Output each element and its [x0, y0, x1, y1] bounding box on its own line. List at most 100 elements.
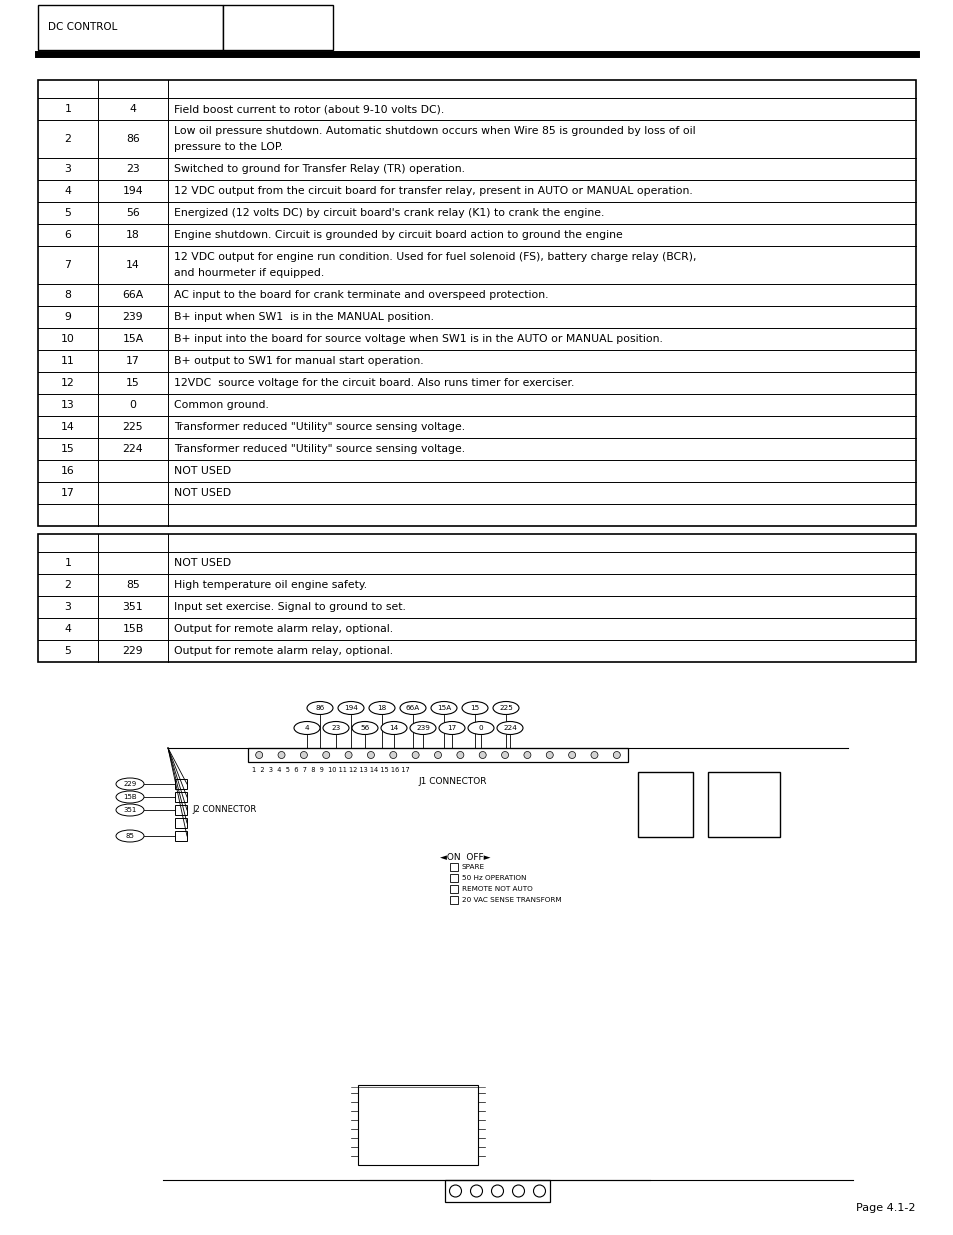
Text: DC CONTROL: DC CONTROL [48, 22, 117, 32]
Ellipse shape [116, 804, 144, 816]
Circle shape [449, 1186, 461, 1197]
Text: 23: 23 [331, 725, 340, 731]
Text: J2 CONNECTOR: J2 CONNECTOR [192, 805, 256, 815]
Text: 0: 0 [130, 400, 136, 410]
Text: 14: 14 [389, 725, 398, 731]
Text: 2: 2 [65, 135, 71, 144]
Circle shape [613, 752, 619, 758]
Bar [38, 5, 223, 49]
Text: Page 4.1-2: Page 4.1-2 [856, 1203, 915, 1213]
Bar [707, 772, 780, 837]
Text: 4: 4 [304, 725, 309, 731]
Ellipse shape [410, 721, 436, 735]
Text: 4: 4 [130, 104, 136, 114]
Text: 50 Hz OPERATION: 50 Hz OPERATION [461, 876, 526, 881]
Text: 85: 85 [126, 580, 140, 590]
Bar [638, 772, 692, 837]
Circle shape [255, 752, 262, 758]
Text: 18: 18 [126, 230, 140, 240]
Text: 6: 6 [65, 230, 71, 240]
Text: Input set exercise. Signal to ground to set.: Input set exercise. Signal to ground to … [173, 601, 405, 613]
Bar [248, 748, 627, 762]
Circle shape [533, 1186, 545, 1197]
Bar [174, 831, 187, 841]
Ellipse shape [493, 701, 518, 715]
Text: 17: 17 [447, 725, 456, 731]
Circle shape [434, 752, 441, 758]
Circle shape [456, 752, 463, 758]
Text: 351: 351 [123, 806, 136, 813]
Bar [38, 80, 915, 526]
Ellipse shape [438, 721, 464, 735]
Circle shape [478, 752, 486, 758]
Text: 66A: 66A [122, 290, 144, 300]
Text: Engine shutdown. Circuit is grounded by circuit board action to ground the engin: Engine shutdown. Circuit is grounded by … [173, 230, 622, 240]
Circle shape [277, 752, 285, 758]
Circle shape [300, 752, 307, 758]
Text: B+ input into the board for source voltage when SW1 is in the AUTO or MANUAL pos: B+ input into the board for source volta… [173, 333, 662, 345]
Text: 15A: 15A [436, 705, 451, 711]
Ellipse shape [369, 701, 395, 715]
Text: Output for remote alarm relay, optional.: Output for remote alarm relay, optional. [173, 646, 393, 656]
Ellipse shape [468, 721, 494, 735]
Circle shape [470, 1186, 482, 1197]
Ellipse shape [307, 701, 333, 715]
Text: 85: 85 [126, 832, 134, 839]
Text: 239: 239 [416, 725, 430, 731]
Text: 5: 5 [65, 646, 71, 656]
Text: 225: 225 [498, 705, 513, 711]
Text: 23: 23 [126, 164, 140, 174]
Ellipse shape [497, 721, 522, 735]
Bar [450, 885, 457, 893]
Circle shape [345, 752, 352, 758]
Circle shape [590, 752, 598, 758]
Circle shape [546, 752, 553, 758]
Text: 86: 86 [315, 705, 324, 711]
Text: 9: 9 [65, 312, 71, 322]
Ellipse shape [116, 830, 144, 842]
Circle shape [501, 752, 508, 758]
Text: 229: 229 [123, 646, 143, 656]
Text: Energized (12 volts DC) by circuit board's crank relay (K1) to crank the engine.: Energized (12 volts DC) by circuit board… [173, 207, 604, 219]
Bar [450, 874, 457, 882]
Text: 0: 0 [478, 725, 483, 731]
Text: 17: 17 [61, 488, 74, 498]
Text: 12: 12 [61, 378, 74, 388]
Bar [357, 1086, 477, 1165]
Text: AC input to the board for crank terminate and overspeed protection.: AC input to the board for crank terminat… [173, 290, 548, 300]
Text: 11: 11 [61, 356, 74, 366]
Text: High temperature oil engine safety.: High temperature oil engine safety. [173, 580, 367, 590]
Text: 225: 225 [123, 422, 143, 432]
Text: 15: 15 [61, 445, 74, 454]
Bar [174, 805, 187, 815]
Text: 3: 3 [65, 164, 71, 174]
Text: 5: 5 [65, 207, 71, 219]
Text: Transformer reduced "Utility" source sensing voltage.: Transformer reduced "Utility" source sen… [173, 445, 465, 454]
Circle shape [367, 752, 374, 758]
Ellipse shape [399, 701, 426, 715]
Ellipse shape [461, 701, 488, 715]
Text: Output for remote alarm relay, optional.: Output for remote alarm relay, optional. [173, 624, 393, 634]
Bar [450, 897, 457, 904]
Text: 17: 17 [126, 356, 140, 366]
Ellipse shape [380, 721, 407, 735]
Text: 18: 18 [377, 705, 386, 711]
Text: 4: 4 [65, 186, 71, 196]
Text: 86: 86 [126, 135, 140, 144]
Text: 14: 14 [61, 422, 74, 432]
Ellipse shape [294, 721, 319, 735]
Circle shape [491, 1186, 503, 1197]
Ellipse shape [352, 721, 377, 735]
Text: REMOTE NOT AUTO: REMOTE NOT AUTO [461, 885, 532, 892]
Bar [174, 779, 187, 789]
Text: 351: 351 [123, 601, 143, 613]
Circle shape [322, 752, 330, 758]
Text: 10: 10 [61, 333, 75, 345]
Text: 12VDC  source voltage for the circuit board. Also runs timer for exerciser.: 12VDC source voltage for the circuit boa… [173, 378, 574, 388]
Text: 239: 239 [123, 312, 143, 322]
Text: 12 VDC output for engine run condition. Used for fuel solenoid (FS), battery cha: 12 VDC output for engine run condition. … [173, 252, 696, 262]
Text: 194: 194 [344, 705, 357, 711]
Bar [223, 5, 333, 49]
Text: B+ output to SW1 for manual start operation.: B+ output to SW1 for manual start operat… [173, 356, 423, 366]
Text: Field boost current to rotor (about 9-10 volts DC).: Field boost current to rotor (about 9-10… [173, 104, 444, 114]
